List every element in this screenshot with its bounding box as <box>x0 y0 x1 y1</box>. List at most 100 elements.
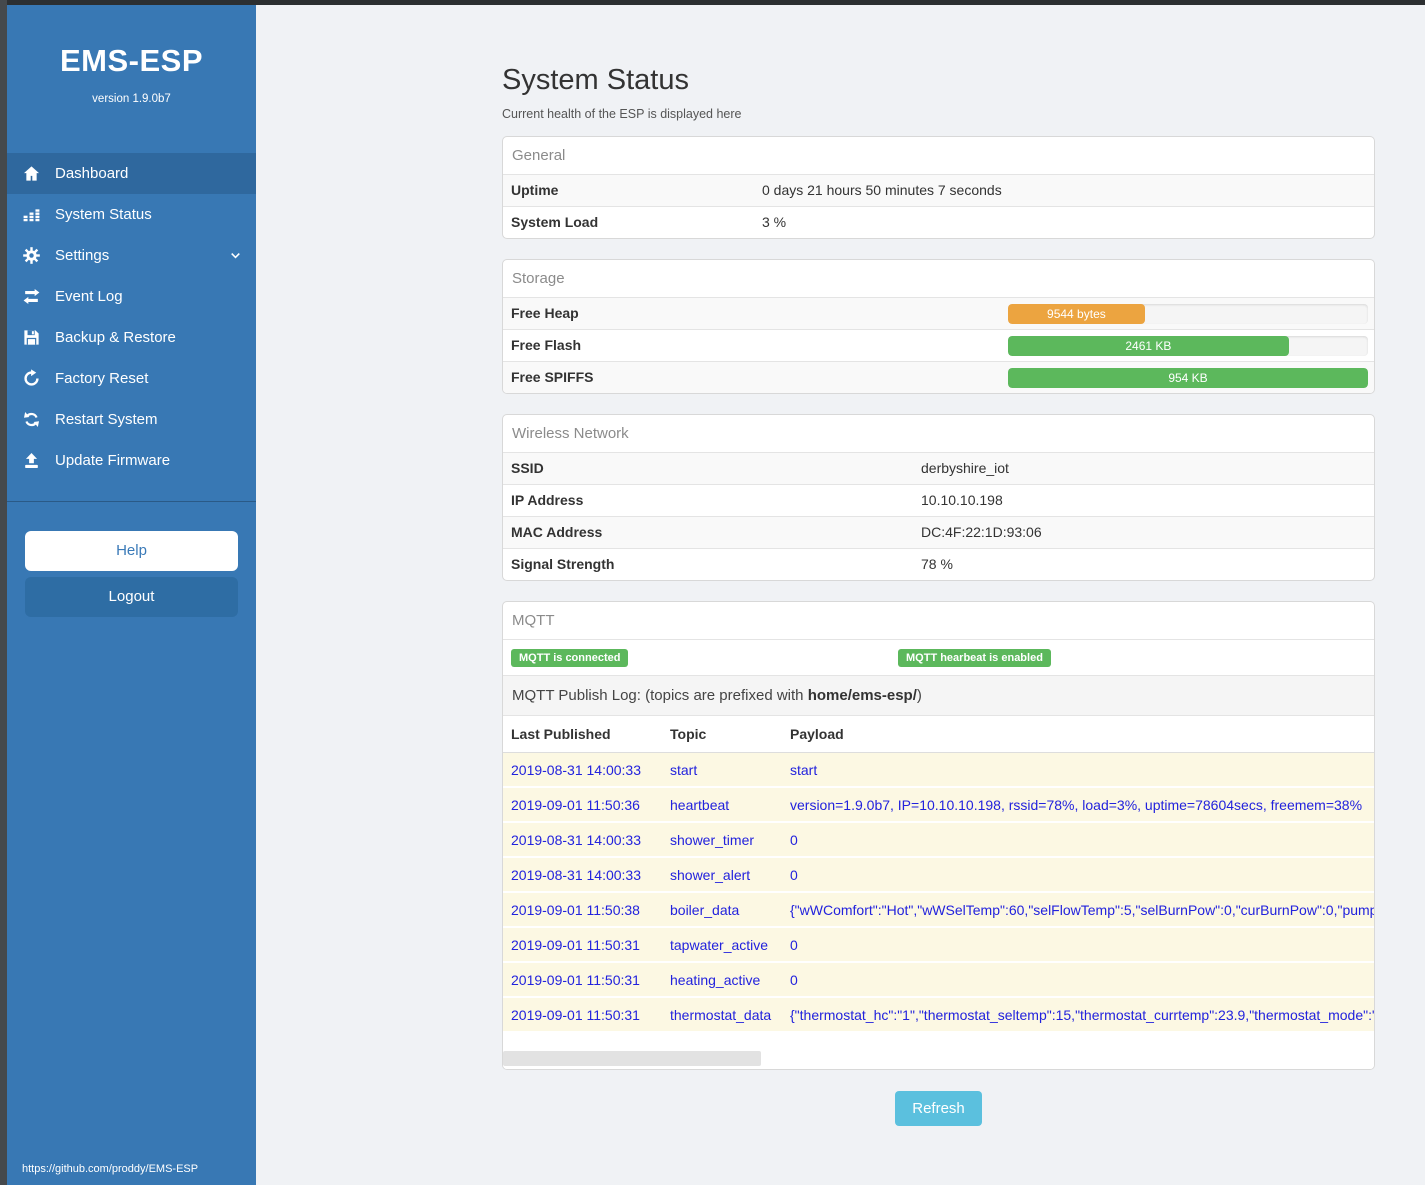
table-row: MAC Address DC:4F:22:1D:93:06 <box>503 516 1374 548</box>
refresh-button[interactable]: Refresh <box>895 1091 982 1126</box>
window-left-edge <box>0 0 7 1185</box>
gear-icon <box>21 246 42 265</box>
free-heap-progress-fill: 9544 bytes <box>1008 303 1145 324</box>
mqtt-topic-prefix: home/ems-esp/ <box>807 687 917 704</box>
mqtt-table-header: Last Published Topic Payload <box>503 716 1374 753</box>
log-payload: version=1.9.0b7, IP=10.10.10.198, rssid=… <box>790 796 1363 813</box>
sync-icon <box>21 410 42 429</box>
row-value: 0 days 21 hours 50 minutes 7 seconds <box>762 182 1002 198</box>
log-topic: heating_active <box>670 971 761 988</box>
github-link[interactable]: https://github.com/proddy/EMS-ESP <box>22 1163 199 1175</box>
panel-wireless-title: Wireless Network <box>512 425 629 442</box>
table-row: Signal Strength 78 % <box>503 548 1374 580</box>
log-time: 2019-09-01 11:50:36 <box>511 796 640 813</box>
log-time: 2019-09-01 11:50:31 <box>511 936 640 953</box>
sidebar-item-dashboard[interactable]: Dashboard <box>7 153 256 194</box>
column-header-payload: Payload <box>790 726 844 742</box>
row-label: IP Address <box>511 492 584 508</box>
sidebar-item-label: Restart System <box>55 411 158 428</box>
panel-storage-title: Storage <box>512 270 565 287</box>
log-time: 2019-09-01 11:50:31 <box>511 1006 640 1023</box>
system-status-icon <box>21 205 42 224</box>
sidebar-item-label: Dashboard <box>55 165 129 182</box>
sidebar-item-settings[interactable]: Settings <box>7 235 256 276</box>
row-value: 3 % <box>762 214 787 230</box>
free-heap-progress-track: 9544 bytes <box>1008 303 1368 324</box>
app-title: EMS-ESP <box>59 43 204 78</box>
exchange-icon <box>21 287 42 306</box>
panel-general: General Uptime 0 days 21 hours 50 minute… <box>502 136 1375 239</box>
row-label: SSID <box>511 460 544 476</box>
log-payload: {"thermostat_hc":"1","thermostat_seltemp… <box>790 1006 1374 1023</box>
log-payload: {"wWComfort":"Hot","wWSelTemp":60,"selFl… <box>790 901 1374 918</box>
sidebar-item-label: Event Log <box>55 288 123 305</box>
mqtt-log-row: 2019-09-01 11:50:31 tapwater_active 0 <box>503 928 1374 963</box>
log-time: 2019-08-31 14:00:33 <box>511 761 641 778</box>
log-time: 2019-09-01 11:50:38 <box>511 901 640 918</box>
sidebar-item-label: Factory Reset <box>55 370 149 387</box>
mqtt-badges-row: MQTT is connected MQTT hearbeat is enabl… <box>503 639 1374 675</box>
panel-mqtt: MQTT MQTT is connected MQTT hearbeat is … <box>502 601 1375 1070</box>
row-label: Free Flash <box>511 337 582 353</box>
log-time: 2019-08-31 14:00:33 <box>511 831 641 848</box>
help-button[interactable]: Help <box>25 531 238 571</box>
row-value: derbyshire_iot <box>921 460 1009 476</box>
upload-icon <box>21 451 42 470</box>
panel-general-title: General <box>512 147 566 164</box>
log-topic: boiler_data <box>670 901 740 918</box>
sidebar-item-event-log[interactable]: Event Log <box>7 276 256 317</box>
panel-mqtt-title: MQTT <box>512 612 555 629</box>
row-value: 78 % <box>921 556 953 572</box>
sidebar-divider <box>7 501 256 502</box>
panel-wireless-network: Wireless Network SSID derbyshire_iot IP … <box>502 414 1375 581</box>
log-payload: 0 <box>790 971 798 988</box>
mqtt-log-row: 2019-09-01 11:50:31 thermostat_data {"th… <box>503 998 1374 1033</box>
log-payload: 0 <box>790 831 798 848</box>
save-icon <box>21 328 42 347</box>
free-spiffs-progress-track: 954 KB <box>1008 367 1368 388</box>
sidebar-nav: Dashboard System Status <box>7 153 256 481</box>
horizontal-scrollbar-thumb[interactable] <box>503 1051 761 1066</box>
mqtt-log-row: 2019-09-01 11:50:31 heating_active 0 <box>503 963 1374 998</box>
page-subtitle: Current health of the ESP is displayed h… <box>502 107 742 121</box>
table-row: Free Flash 2461 KB <box>503 329 1374 361</box>
table-row: Uptime 0 days 21 hours 50 minutes 7 seco… <box>503 174 1374 206</box>
home-icon <box>21 164 42 183</box>
log-payload: 0 <box>790 866 798 883</box>
sidebar-item-update-firmware[interactable]: Update Firmware <box>7 440 256 481</box>
sidebar-item-label: System Status <box>55 206 152 223</box>
log-topic: start <box>670 761 698 778</box>
free-flash-progress-fill: 2461 KB <box>1008 335 1289 356</box>
main-area: System Status Current health of the ESP … <box>256 5 1425 1185</box>
window-top-edge <box>0 0 1425 5</box>
row-label: MAC Address <box>511 524 603 540</box>
sidebar-item-system-status[interactable]: System Status <box>7 194 256 235</box>
table-row: IP Address 10.10.10.198 <box>503 484 1374 516</box>
log-topic: thermostat_data <box>670 1006 772 1023</box>
row-label: Uptime <box>511 182 559 198</box>
rotate-icon <box>21 369 42 388</box>
table-row: Free SPIFFS 954 KB <box>503 361 1374 393</box>
column-header-last-published: Last Published <box>511 726 611 742</box>
mqtt-log-row: 2019-09-01 11:50:36 heartbeat version=1.… <box>503 788 1374 823</box>
sidebar-item-factory-reset[interactable]: Factory Reset <box>7 358 256 399</box>
mqtt-publish-log-header: MQTT Publish Log: (topics are prefixed w… <box>503 675 1374 716</box>
mqtt-log-row: 2019-08-31 14:00:33 start start <box>503 753 1374 788</box>
table-row: System Load 3 % <box>503 206 1374 238</box>
log-topic: shower_alert <box>670 866 751 883</box>
sidebar-item-label: Backup & Restore <box>55 329 176 346</box>
mqtt-log-row: 2019-08-31 14:00:33 shower_timer 0 <box>503 823 1374 858</box>
log-topic: tapwater_active <box>670 936 769 953</box>
free-flash-progress-track: 2461 KB <box>1008 335 1368 356</box>
column-header-topic: Topic <box>670 726 707 742</box>
horizontal-scrollbar <box>503 1033 1374 1069</box>
sidebar-item-restart-system[interactable]: Restart System <box>7 399 256 440</box>
log-payload: 0 <box>790 936 798 953</box>
logout-button[interactable]: Logout <box>25 577 238 617</box>
chevron-down-icon <box>229 249 242 266</box>
row-label: Free SPIFFS <box>511 369 594 385</box>
page-title: System Status <box>502 64 689 96</box>
app-version: version 1.9.0b7 <box>92 93 171 105</box>
mqtt-log-row: 2019-09-01 11:50:38 boiler_data {"wWComf… <box>503 893 1374 928</box>
sidebar-item-backup-restore[interactable]: Backup & Restore <box>7 317 256 358</box>
